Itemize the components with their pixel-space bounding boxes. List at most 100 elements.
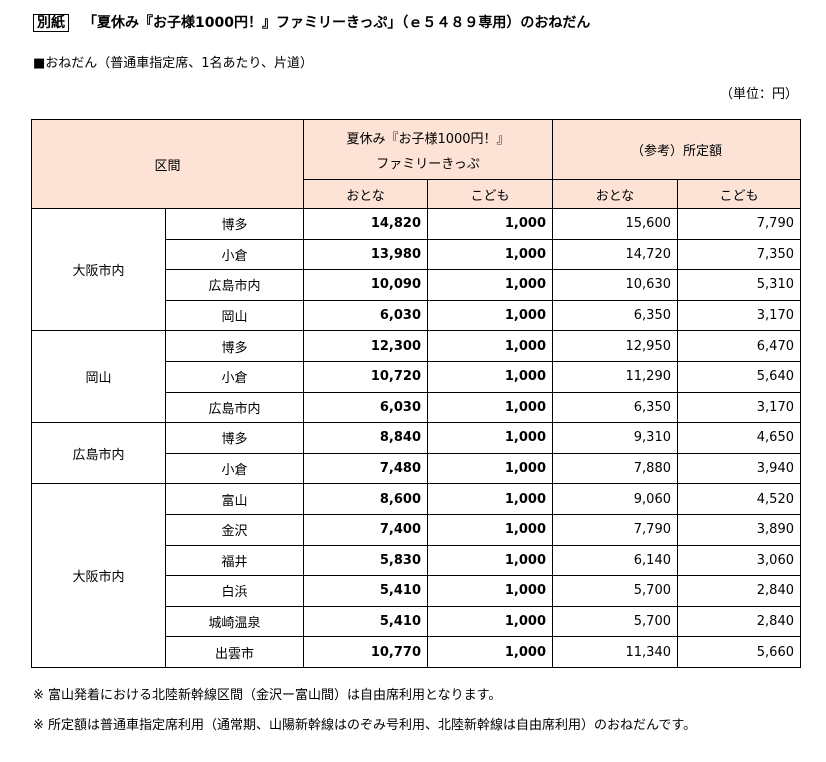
ref-child-cell: 5,660 xyxy=(677,636,801,668)
ticket-adult-cell: 10,090 xyxy=(303,269,428,301)
ticket-child-cell: 1,000 xyxy=(427,575,553,607)
ref-child-cell: 5,310 xyxy=(677,269,801,301)
ticket-child-cell: 1,000 xyxy=(427,452,553,485)
ref-adult-cell: 10,630 xyxy=(552,269,678,301)
destination-cell: 富山 xyxy=(165,483,304,515)
ticket-adult-cell: 10,770 xyxy=(303,636,428,668)
unit-label: （単位：円） xyxy=(719,87,798,102)
subtitle: ■おねだん（普通車指定席、1名あたり、片道） xyxy=(33,56,314,71)
ref-adult-cell: 7,790 xyxy=(552,513,678,546)
ticket-child-cell: 1,000 xyxy=(427,299,553,332)
ref-adult-cell: 6,350 xyxy=(552,391,678,424)
origin-cell: 岡山 xyxy=(31,330,166,424)
destination-cell: 金沢 xyxy=(165,513,304,546)
ref-child-cell: 3,060 xyxy=(677,544,801,577)
header-child: こども xyxy=(427,179,553,209)
ref-adult-cell: 6,350 xyxy=(552,299,678,332)
ref-child-cell: 7,350 xyxy=(677,238,801,271)
ref-child-cell: 7,790 xyxy=(677,208,801,240)
ticket-child-cell: 1,000 xyxy=(427,636,553,668)
ticket-child-cell: 1,000 xyxy=(427,513,553,546)
destination-cell: 博多 xyxy=(165,422,304,454)
header-ref-child: こども xyxy=(677,179,801,209)
ticket-adult-cell: 6,030 xyxy=(303,299,428,332)
ticket-adult-cell: 8,600 xyxy=(303,483,428,515)
page-title: 別紙 「夏休み『お子様1000円！』ファミリーきっぷ」（ｅ５４８９専用）のおねだん xyxy=(33,12,590,32)
table-row: 広島市内 6,030 1,000 6,350 3,170 xyxy=(32,391,801,424)
ref-adult-cell: 14,720 xyxy=(552,238,678,271)
destination-cell: 福井 xyxy=(165,544,304,577)
ticket-adult-cell: 12,300 xyxy=(303,330,428,362)
ref-adult-cell: 5,700 xyxy=(552,575,678,607)
origin-cell: 大阪市内 xyxy=(31,207,166,332)
ticket-adult-cell: 5,410 xyxy=(303,575,428,607)
ticket-child-cell: 1,000 xyxy=(427,544,553,577)
ticket-child-cell: 1,000 xyxy=(427,269,553,301)
ticket-adult-cell: 5,410 xyxy=(303,605,428,638)
destination-cell: 岡山 xyxy=(165,299,304,332)
origin-cell: 広島市内 xyxy=(31,422,166,485)
ticket-adult-cell: 10,720 xyxy=(303,360,428,393)
ticket-child-cell: 1,000 xyxy=(427,238,553,271)
table-row: 小倉 7,480 1,000 7,880 3,940 xyxy=(32,452,801,485)
destination-cell: 広島市内 xyxy=(165,269,304,301)
ref-adult-cell: 6,140 xyxy=(552,544,678,577)
ticket-child-cell: 1,000 xyxy=(427,208,553,240)
ticket-adult-cell: 7,480 xyxy=(303,452,428,485)
header-adult: おとな xyxy=(303,179,428,209)
destination-cell: 小倉 xyxy=(165,360,304,393)
ticket-child-cell: 1,000 xyxy=(427,422,553,454)
ticket-adult-cell: 14,820 xyxy=(303,208,428,240)
ref-adult-cell: 11,290 xyxy=(552,360,678,393)
destination-cell: 博多 xyxy=(165,330,304,362)
ref-child-cell: 4,650 xyxy=(677,422,801,454)
ref-child-cell: 3,170 xyxy=(677,391,801,424)
fare-table: 区間 夏休み『お子様1000円！』 ファミリーきっぷ （参考）所定額 おとな こど… xyxy=(31,119,801,668)
header-reference: （参考）所定額 xyxy=(552,119,801,180)
note-2: ※ 所定額は普通車指定席利用（通常期、山陽新幹線はのぞみ号利用、北陸新幹線は自由… xyxy=(33,718,697,733)
ref-child-cell: 2,840 xyxy=(677,605,801,638)
ticket-child-cell: 1,000 xyxy=(427,330,553,362)
ref-adult-cell: 9,310 xyxy=(552,422,678,454)
table-row: 大阪市内 博多 14,820 1,000 15,600 7,790 xyxy=(31,207,801,332)
destination-cell: 小倉 xyxy=(165,452,304,485)
note-1: ※ 富山発着における北陸新幹線区間（金沢ー富山間）は自由席利用となります。 xyxy=(33,688,502,703)
destination-cell: 小倉 xyxy=(165,238,304,271)
origin-cell: 大阪市内 xyxy=(31,483,166,668)
table-row: 小倉 10,720 1,000 11,290 5,640 xyxy=(32,360,801,393)
table-row: 広島市内 10,090 1,000 10,630 5,310 xyxy=(32,269,801,301)
ref-child-cell: 3,890 xyxy=(677,513,801,546)
title-text: 「夏休み『お子様1000円！』ファミリーきっぷ」（ｅ５４８９専用）のおねだん xyxy=(83,15,591,31)
ticket-child-cell: 1,000 xyxy=(427,360,553,393)
ticket-adult-cell: 5,830 xyxy=(303,544,428,577)
ticket-adult-cell: 7,400 xyxy=(303,513,428,546)
destination-cell: 広島市内 xyxy=(165,391,304,424)
table-row: 白浜 5,410 1,000 5,700 2,840 xyxy=(32,575,801,607)
header-ticket-line1: 夏休み『お子様1000円！』 xyxy=(346,131,510,147)
table-row: 出雲市 10,770 1,000 11,340 5,660 xyxy=(32,636,801,668)
destination-cell: 出雲市 xyxy=(165,636,304,668)
ref-child-cell: 3,170 xyxy=(677,299,801,332)
ref-child-cell: 5,640 xyxy=(677,360,801,393)
ref-adult-cell: 15,600 xyxy=(552,208,678,240)
table-row: 城崎温泉 5,410 1,000 5,700 2,840 xyxy=(32,605,801,638)
header-section: 区間 xyxy=(31,119,304,209)
ref-adult-cell: 11,340 xyxy=(552,636,678,668)
ticket-child-cell: 1,000 xyxy=(427,391,553,424)
ref-adult-cell: 12,950 xyxy=(552,330,678,362)
ref-child-cell: 3,940 xyxy=(677,452,801,485)
table-row: 大阪市内 富山 8,600 1,000 9,060 4,520 xyxy=(31,483,801,668)
ref-adult-cell: 5,700 xyxy=(552,605,678,638)
ref-adult-cell: 7,880 xyxy=(552,452,678,485)
ref-adult-cell: 9,060 xyxy=(552,483,678,515)
header-ref-adult: おとな xyxy=(552,179,678,209)
table-row: 岡山 博多 12,300 1,000 12,950 6,470 xyxy=(31,330,801,424)
ref-child-cell: 4,520 xyxy=(677,483,801,515)
table-row: 広島市内 博多 8,840 1,000 9,310 4,650 xyxy=(31,422,801,485)
table-row: 小倉 13,980 1,000 14,720 7,350 xyxy=(32,238,801,271)
ticket-child-cell: 1,000 xyxy=(427,483,553,515)
ticket-child-cell: 1,000 xyxy=(427,605,553,638)
ref-child-cell: 2,840 xyxy=(677,575,801,607)
destination-cell: 白浜 xyxy=(165,575,304,607)
attachment-tag: 別紙 xyxy=(33,14,69,32)
